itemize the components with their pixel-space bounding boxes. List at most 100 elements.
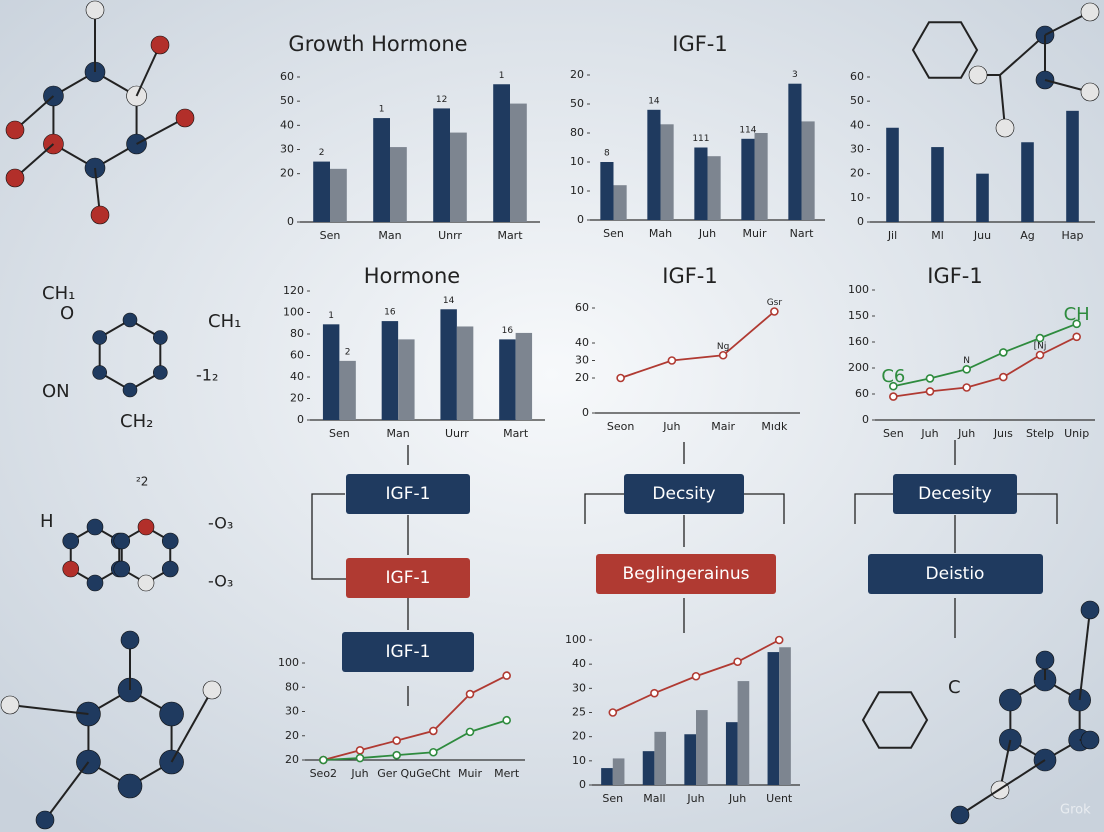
flow-label: Decesity xyxy=(918,484,992,504)
point xyxy=(1072,332,1081,342)
annotation: 14 xyxy=(443,296,455,306)
atom xyxy=(92,330,107,345)
annotation: 114 xyxy=(739,125,756,135)
bar xyxy=(1066,110,1079,222)
point xyxy=(770,307,779,316)
watermark: Grok xyxy=(1060,803,1091,818)
y-tick-label: 20 xyxy=(280,167,294,180)
y-tick-label: 40 xyxy=(850,118,864,131)
x-tick-label: Sen xyxy=(320,229,341,242)
atom-label: -O₃ xyxy=(208,572,233,591)
bond xyxy=(959,759,1046,816)
point xyxy=(392,750,401,760)
point xyxy=(889,381,898,391)
atom xyxy=(999,688,1022,712)
x-tick-label: GeCht xyxy=(416,767,451,780)
x-tick-label: Unrr xyxy=(438,229,462,242)
atom xyxy=(0,695,20,715)
point xyxy=(1035,350,1045,360)
flow-box xyxy=(596,554,776,594)
bar xyxy=(515,332,533,420)
atom-label: H xyxy=(40,511,54,532)
flow-label: Beglingerainus xyxy=(623,564,750,584)
annotation: 16 xyxy=(502,326,514,336)
bar xyxy=(1021,142,1034,222)
atom xyxy=(1080,82,1100,102)
annotation: 2 xyxy=(319,148,325,158)
line xyxy=(893,335,1078,398)
y-tick-label: 100 xyxy=(565,633,586,646)
chart-title: IGF-1 xyxy=(672,32,727,56)
bar xyxy=(707,156,721,220)
annotation: [Nj xyxy=(1034,342,1047,352)
y-tick-label: 10 xyxy=(572,754,586,767)
point xyxy=(355,753,365,763)
y-tick-label: 200 xyxy=(848,361,869,374)
bar xyxy=(390,147,407,222)
y-tick-label: 80 xyxy=(285,680,299,693)
y-tick-label: 20 xyxy=(285,753,299,766)
point xyxy=(1035,333,1045,343)
annotation: 12 xyxy=(436,95,447,105)
atom xyxy=(153,330,168,345)
point xyxy=(925,387,935,396)
atom xyxy=(950,805,970,825)
x-tick-label: Unip xyxy=(1064,427,1089,440)
atom xyxy=(122,382,138,398)
point xyxy=(502,715,511,725)
y-tick-label: 30 xyxy=(285,705,299,718)
bar xyxy=(779,647,791,785)
point xyxy=(999,372,1008,382)
annotation: C6 xyxy=(881,366,905,387)
atom xyxy=(1080,2,1100,22)
bond xyxy=(1078,609,1091,701)
y-tick-label: 50 xyxy=(570,97,584,110)
line xyxy=(323,674,508,761)
annotation: 14 xyxy=(648,96,660,106)
y-tick-label: 20 xyxy=(290,392,304,405)
bar xyxy=(886,127,899,222)
atom-label: ²2 xyxy=(136,475,148,489)
y-tick-label: 50 xyxy=(850,94,864,107)
x-tick-label: Mart xyxy=(497,229,523,242)
point xyxy=(691,671,701,681)
y-tick-label: 100 xyxy=(283,306,304,319)
flow-boxes: IGF-1 IGF-1 IGF-1 Decsity Beglingerainus… xyxy=(342,474,1043,672)
y-tick-label: 40 xyxy=(575,336,589,349)
bar xyxy=(767,652,780,785)
bond-ring xyxy=(861,691,929,749)
atom xyxy=(5,168,25,188)
point xyxy=(429,726,438,736)
atom xyxy=(122,312,138,328)
atom xyxy=(86,518,104,536)
x-tick-label: Juh xyxy=(350,767,368,780)
x-tick-label: Stelp xyxy=(1026,427,1054,440)
point xyxy=(774,635,784,645)
y-tick-label: 20 xyxy=(572,730,586,743)
y-tick-label: 60 xyxy=(575,301,589,314)
bar xyxy=(788,83,802,220)
atom-label: CH₁ xyxy=(42,283,75,304)
point xyxy=(392,736,401,745)
bar xyxy=(754,133,768,220)
molecule-labels: CH₁ O CH₁ -1₂ ON CH₂ H -O₃ -O₃ ²2 C xyxy=(40,283,961,698)
bar xyxy=(381,321,399,420)
x-tick-label: Mart xyxy=(503,427,529,440)
x-tick-label: Ger Qu xyxy=(377,767,416,780)
chart-title: IGF-1 xyxy=(927,264,982,288)
flow-box xyxy=(893,474,1017,514)
atom xyxy=(92,365,107,380)
atom-label: CH₁ xyxy=(208,311,241,332)
y-tick-label: 30 xyxy=(280,143,294,156)
x-tick-label: Man xyxy=(387,427,410,440)
bar xyxy=(313,161,330,222)
point xyxy=(355,745,365,755)
y-tick-label: 20 xyxy=(575,371,589,384)
atom xyxy=(161,560,179,578)
atom-label: O xyxy=(60,303,74,324)
chart-title: Growth Hormone xyxy=(288,32,467,56)
atom xyxy=(202,680,222,700)
x-tick-label: Nart xyxy=(790,227,814,240)
atom xyxy=(62,532,80,550)
